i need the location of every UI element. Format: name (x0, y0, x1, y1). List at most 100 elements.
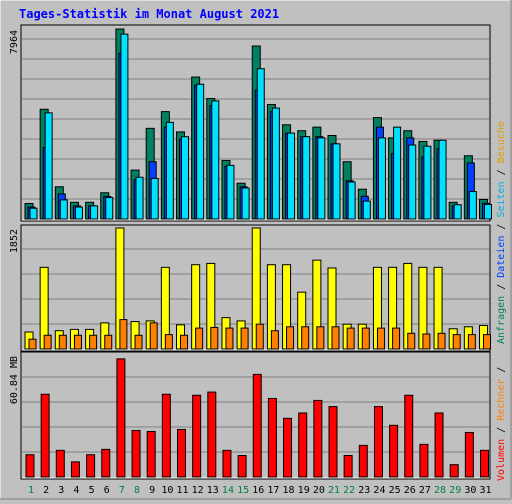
x-tick-label: 29 (449, 485, 461, 496)
legend-entry: Dateien (496, 236, 507, 278)
bar-seiten (332, 143, 341, 220)
bar-seiten (241, 187, 250, 220)
legend-entry: Besuche (496, 121, 507, 163)
bar-volumen (146, 430, 156, 478)
x-tick-label: 27 (419, 485, 431, 496)
bar-seiten (453, 204, 462, 220)
x-tick-label: 20 (313, 485, 325, 496)
bar-volumen (464, 431, 474, 478)
x-tick-label: 11 (176, 485, 188, 496)
bar-seiten (181, 136, 189, 220)
bar-seiten (302, 136, 311, 220)
bar-rechner (28, 338, 37, 350)
x-tick-label: 1 (28, 485, 34, 496)
bar-rechner (210, 326, 219, 350)
bar-seiten (105, 197, 114, 220)
bar-rechner (134, 334, 143, 350)
bar-rechner (467, 334, 476, 350)
x-tick-label: 14 (222, 485, 234, 496)
bar-volumen (161, 393, 171, 478)
bar-volumen (70, 461, 80, 478)
bar-seiten (165, 121, 174, 220)
x-tick-label: 17 (267, 485, 279, 496)
legend-entry: / (496, 421, 507, 439)
bar-rechner (301, 326, 310, 350)
x-tick-label: 31 (479, 485, 491, 496)
x-tick-label: 8 (134, 485, 140, 496)
bar-volumen (404, 394, 414, 478)
bar-volumen (252, 373, 262, 478)
bar-volumen (298, 412, 308, 478)
bar-seiten (438, 139, 447, 220)
bar-seiten (59, 199, 68, 220)
bar-rechner (164, 334, 173, 350)
x-tick-label: 15 (237, 485, 249, 496)
bar-volumen (343, 455, 353, 478)
bar-volumen (177, 428, 186, 478)
bar-seiten (468, 191, 477, 220)
bar-rechner (240, 327, 249, 350)
bar-seiten (29, 207, 38, 220)
bar-rechner (195, 327, 204, 350)
y-axis-labels: 7964 1852 60.84 MB (9, 30, 20, 404)
x-axis-labels: 1 2 3 4 5 6 7 8 9 10 11 12 13 14 15 16 17 18 19 20 21 22 23 24 2… (28, 485, 492, 496)
x-tick-label: 5 (89, 485, 95, 496)
bar-rechner (452, 334, 461, 350)
bar-seiten (423, 145, 432, 220)
bar-rechner (346, 327, 355, 350)
bar-seiten (484, 203, 492, 220)
legend-entry: / (496, 218, 507, 236)
bar-volumen (480, 449, 489, 478)
bar-rechner (422, 333, 431, 350)
bar-seiten (256, 68, 265, 220)
bar-rechner (89, 334, 98, 350)
bar-seiten (120, 33, 129, 220)
bar-volumen (86, 454, 96, 478)
bar-rechner (286, 326, 295, 350)
bar-volumen (389, 424, 399, 478)
x-tick-label: 18 (283, 485, 295, 496)
x-tick-label: 21 (328, 485, 340, 496)
bar-rechner (376, 327, 385, 350)
x-tick-label: 9 (149, 485, 155, 496)
bar-rechner (43, 334, 52, 350)
bar-volumen (207, 391, 217, 478)
bar-rechner (437, 332, 446, 350)
bar-volumen (434, 412, 444, 478)
bar-volumen (449, 464, 459, 478)
bar-volumen (101, 448, 111, 478)
x-tick-label: 24 (373, 485, 385, 496)
x-tick-label: 13 (207, 485, 219, 496)
x-tick-label: 6 (104, 485, 110, 496)
y-max-label: 60.84 MB (9, 356, 20, 404)
legend-entry: Volumen (496, 439, 507, 481)
bar-seiten (196, 83, 205, 220)
x-tick-label: 10 (161, 485, 173, 496)
bar-rechner (149, 322, 158, 350)
bar-seiten (317, 137, 326, 220)
bar-seiten (347, 181, 356, 220)
x-tick-label: 25 (389, 485, 401, 496)
bar-volumen (328, 406, 338, 478)
legend: Anfragen / Dateien / Seiten / Besuche Vol… (496, 121, 507, 481)
x-tick-label: 3 (58, 485, 64, 496)
bar-seiten (90, 205, 99, 220)
x-tick-label: 23 (358, 485, 370, 496)
bar-rechner (316, 326, 325, 350)
x-tick-label: 16 (252, 485, 264, 496)
bar-rechner (331, 326, 340, 350)
bar-volumen (222, 449, 232, 478)
bar-rechner (119, 319, 128, 350)
legend-entry: / (496, 278, 507, 296)
legend-entry: / (496, 163, 507, 181)
bar-rechner (270, 330, 279, 350)
bar-seiten (287, 132, 296, 220)
bar-seiten (362, 200, 371, 220)
y-max-label: 1852 (9, 229, 20, 253)
bars (24, 28, 492, 478)
x-tick-label: 26 (404, 485, 416, 496)
bar-rechner (255, 323, 264, 350)
bar-seiten (226, 164, 235, 220)
